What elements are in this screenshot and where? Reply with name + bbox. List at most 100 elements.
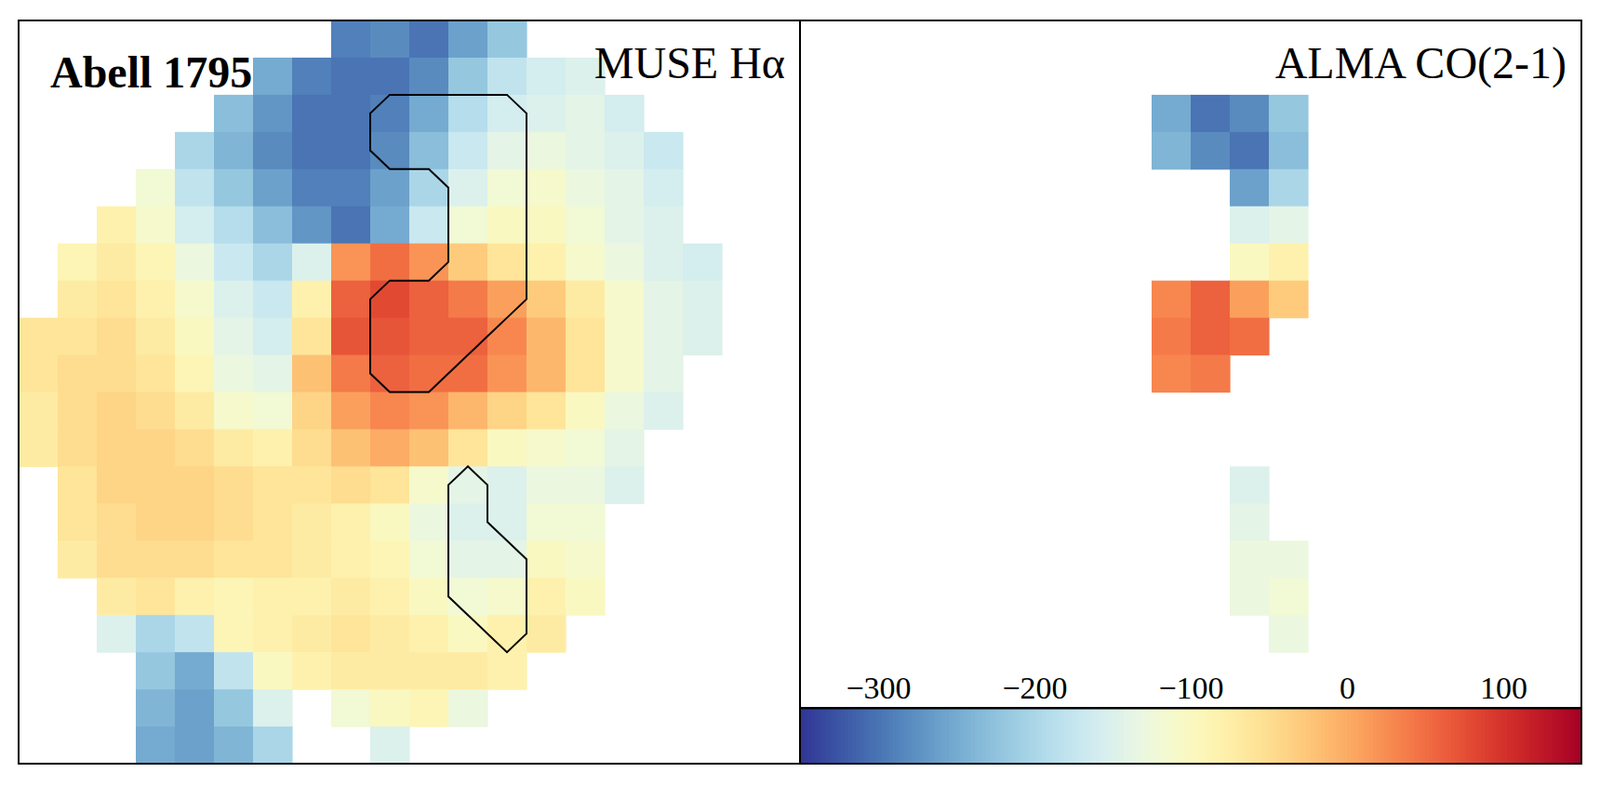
colorbar-swatch xyxy=(1086,707,1092,764)
velocity-cell xyxy=(409,169,450,208)
tick-label: −200 xyxy=(1001,670,1067,706)
colorbar-swatch xyxy=(1425,707,1430,764)
colorbar-swatch xyxy=(1272,707,1278,764)
tick: −300 xyxy=(845,670,911,708)
velocity-cell xyxy=(292,243,333,282)
velocity-cell xyxy=(487,503,528,542)
colorbar-swatch xyxy=(863,707,868,764)
velocity-cell xyxy=(448,652,489,691)
panel-frame xyxy=(800,20,1582,764)
velocity-cell xyxy=(292,428,333,467)
velocity-cell xyxy=(213,689,254,728)
colorbar-swatch xyxy=(852,707,857,764)
velocity-cell xyxy=(370,428,411,467)
velocity-cell xyxy=(292,132,333,171)
colorbar-swatch xyxy=(993,707,999,764)
colorbar-swatch xyxy=(1060,707,1066,764)
velocity-cell xyxy=(409,577,450,616)
colorbar-swatch xyxy=(1026,707,1032,764)
colorbar-swatch xyxy=(811,707,816,764)
velocity-cell xyxy=(213,428,254,467)
velocity-cell xyxy=(1268,577,1309,616)
velocity-cell xyxy=(57,243,98,282)
velocity-cell xyxy=(565,392,606,431)
velocity-cell xyxy=(526,577,567,616)
colorbar-swatch xyxy=(971,707,976,764)
velocity-cell xyxy=(174,614,215,654)
colorbar-swatch xyxy=(1514,707,1520,764)
velocity-cell xyxy=(1229,540,1270,579)
colorbar-swatch xyxy=(1157,707,1162,764)
velocity-cell xyxy=(253,726,294,764)
velocity-cell xyxy=(174,318,215,357)
velocity-cell xyxy=(409,20,450,59)
colorbar-swatch xyxy=(848,707,854,764)
velocity-cell xyxy=(487,169,528,208)
colorbar-swatch xyxy=(960,707,965,764)
velocity-cell xyxy=(135,206,176,245)
colorbar-swatch xyxy=(904,707,909,764)
velocity-cell xyxy=(174,689,215,728)
velocity-cell xyxy=(292,318,333,357)
colorbar-swatch xyxy=(1373,707,1378,764)
velocity-cell xyxy=(213,540,254,579)
velocity-cell xyxy=(1229,169,1270,208)
velocity-cell xyxy=(1268,280,1309,320)
velocity-cell xyxy=(682,318,723,357)
velocity-cell xyxy=(96,355,137,394)
velocity-cell xyxy=(331,20,372,59)
colorbar-swatch xyxy=(1000,707,1006,764)
colorbar-swatch xyxy=(1008,707,1014,764)
colorbar-swatch xyxy=(1417,707,1423,764)
velocity-cell xyxy=(213,392,254,431)
velocity-cell xyxy=(96,428,137,467)
velocity-cell xyxy=(135,428,176,467)
colorbar-swatch xyxy=(1101,707,1107,764)
colorbar: −300−200−1000100 xyxy=(800,670,1583,764)
velocity-cell xyxy=(448,57,489,96)
velocity-cell xyxy=(253,652,294,691)
colorbar-swatch xyxy=(1354,707,1360,764)
velocity-cell xyxy=(1229,503,1270,542)
colorbar-swatch xyxy=(1053,707,1058,764)
colorbar-swatch xyxy=(978,707,984,764)
velocity-cell xyxy=(448,614,489,654)
colorbar-swatch xyxy=(1328,707,1334,764)
colorbar-swatch xyxy=(1443,707,1449,764)
colorbar-swatch xyxy=(1242,707,1248,764)
velocity-cell xyxy=(96,318,137,357)
colorbar-swatch xyxy=(1227,707,1233,764)
velocity-cell xyxy=(135,689,176,728)
colorbar-swatch xyxy=(1332,707,1337,764)
velocity-cell xyxy=(18,355,59,394)
velocity-cell xyxy=(174,132,215,171)
colorbar-swatch xyxy=(1216,707,1222,764)
velocity-cell xyxy=(135,392,176,431)
panel-title: MUSE Hα xyxy=(594,38,786,88)
velocity-cell xyxy=(565,243,606,282)
colorbar-swatch xyxy=(840,707,846,764)
colorbar-frame xyxy=(800,707,1582,764)
colorbar-swatch xyxy=(915,707,920,764)
colorbar-swatch xyxy=(1387,707,1393,764)
tick: −200 xyxy=(1001,670,1067,708)
velocity-cell xyxy=(643,243,684,282)
colorbar-swatch xyxy=(1510,707,1516,764)
velocity-cell xyxy=(253,57,294,96)
velocity-cell xyxy=(1229,243,1270,282)
colorbar-swatch xyxy=(1369,707,1374,764)
velocity-cell xyxy=(57,540,98,579)
colorbar-swatch xyxy=(1432,707,1438,764)
colorbar-swatch xyxy=(1172,707,1177,764)
colorbar-swatch xyxy=(1213,707,1218,764)
colorbar-swatch xyxy=(1004,707,1010,764)
velocity-cell xyxy=(213,503,254,542)
colorbar-swatch xyxy=(855,707,861,764)
velocity-cell xyxy=(253,540,294,579)
velocity-cell xyxy=(448,689,489,728)
velocity-cell xyxy=(57,355,98,394)
colorbar-swatch xyxy=(952,707,958,764)
colorbar-swatch xyxy=(1521,707,1527,764)
colorbar-swatch xyxy=(1573,707,1579,764)
colorbar-swatch xyxy=(837,707,842,764)
